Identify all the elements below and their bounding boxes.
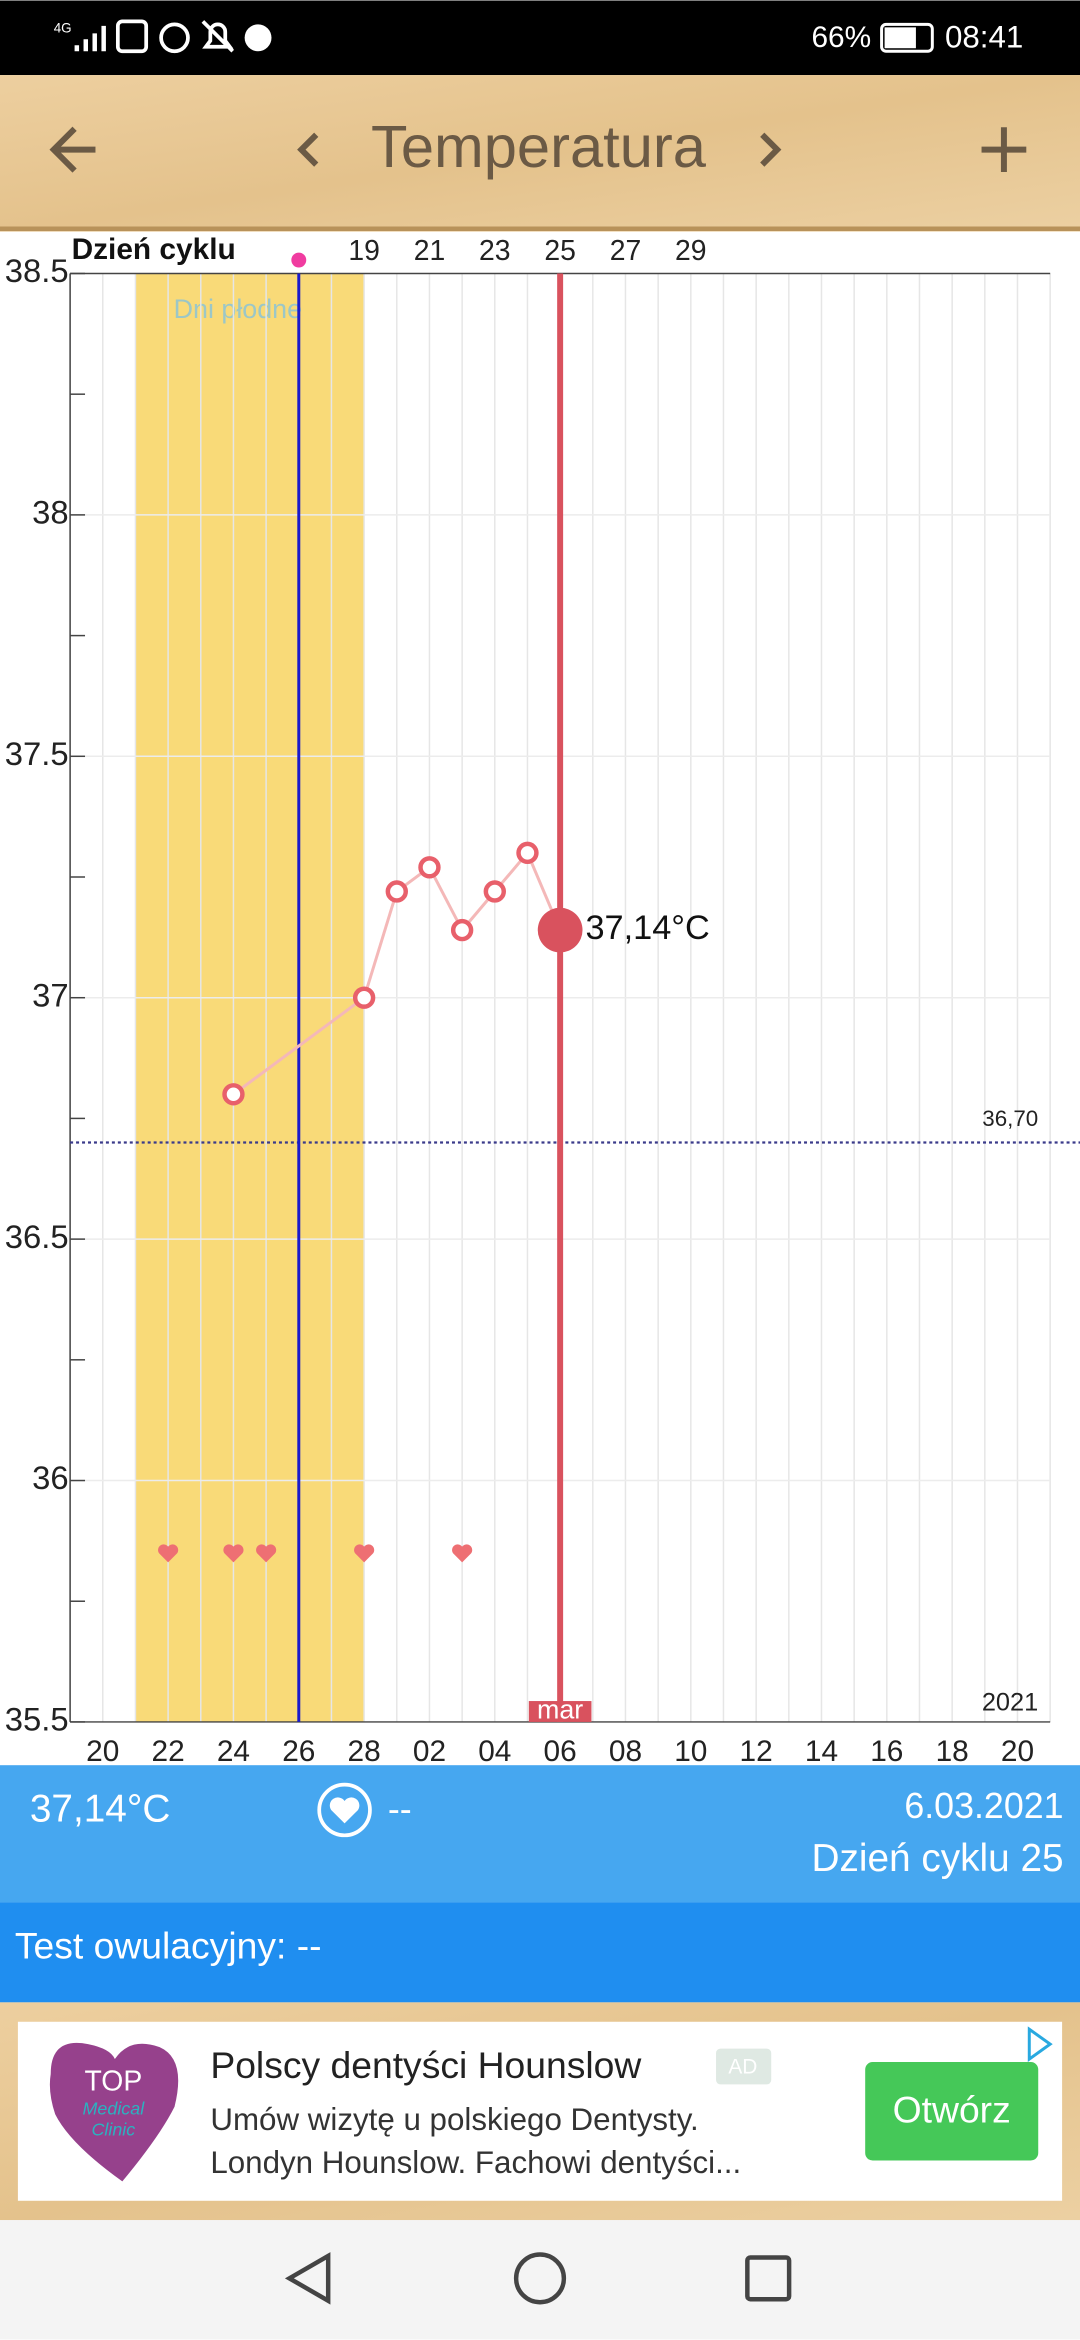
ad-logo-heart — [49, 2042, 179, 2182]
ad-button-label: Otwórz — [893, 2089, 1011, 2131]
messenger-icon — [244, 24, 272, 52]
nav-home[interactable] — [513, 2252, 567, 2305]
y-tick-label: 38.5 — [5, 252, 69, 289]
temperature-line — [232, 996, 366, 1096]
header — [0, 75, 1080, 232]
ad-badge-box — [716, 2048, 772, 2085]
temperature-line — [362, 891, 399, 999]
x-tick-label: 20 — [1001, 1735, 1034, 1768]
info-date: 6.03.2021 — [904, 1786, 1063, 1826]
intercourse-heart — [256, 1544, 277, 1563]
ad-button[interactable] — [865, 2062, 1039, 2161]
x-tick-label: 16 — [870, 1735, 903, 1768]
month-label-box — [528, 1701, 592, 1722]
reference-label: 36,70 — [982, 1106, 1038, 1131]
info-bar — [0, 1765, 1080, 1903]
nav-bar — [0, 2220, 1080, 2340]
value-label: 37,14°C — [585, 909, 709, 947]
x-tick-label: 10 — [674, 1735, 707, 1768]
add-button[interactable] — [981, 127, 1027, 173]
ad-choices-icon[interactable] — [1027, 2026, 1053, 2062]
intercourse-heart — [354, 1544, 375, 1563]
ovulation-test: Test owulacyjny: -- — [15, 1925, 322, 1967]
back-button[interactable] — [49, 126, 96, 173]
clock: 08:41 — [945, 20, 1023, 55]
x-tick-label: 08 — [609, 1735, 642, 1768]
cycle-day-label: 25 — [544, 235, 576, 267]
y-tick-label: 37 — [32, 976, 68, 1013]
info-intercourse: -- — [388, 1789, 412, 1829]
signal-icon — [74, 25, 106, 52]
ad-line-1: Umów wizytę u polskiego Dentysty. — [210, 2102, 698, 2137]
x-tick-label: 02 — [413, 1735, 446, 1768]
ad-logo-top: TOP — [85, 2065, 143, 2097]
prev-button[interactable] — [297, 132, 319, 167]
intercourse-heart — [158, 1544, 179, 1563]
month-label: mar — [537, 1695, 583, 1725]
x-tick-label: 04 — [478, 1735, 511, 1768]
network: 4G — [54, 20, 72, 35]
temperature-point — [222, 1083, 245, 1106]
temperature-line — [428, 866, 464, 931]
header-title: Temperatura — [371, 113, 707, 180]
x-tick-label: 14 — [805, 1735, 838, 1768]
ad-line-2: Londyn Hounslow. Fachowi dentyści... — [210, 2145, 741, 2180]
heart-circle-icon[interactable] — [317, 1782, 372, 1838]
cycle-day-label: 29 — [675, 235, 707, 267]
ad-logo-clinic: Clinic — [91, 2119, 135, 2139]
x-tick-label: 06 — [544, 1735, 577, 1768]
x-tick-label: 22 — [152, 1735, 185, 1768]
mute-icon — [201, 20, 235, 53]
ovulation-marker — [291, 252, 307, 268]
temperature-point — [385, 880, 408, 903]
next-button[interactable] — [760, 132, 782, 167]
cycle-day-label: 23 — [479, 235, 511, 267]
x-tick-label: 20 — [86, 1735, 119, 1768]
x-tick-label: 12 — [740, 1735, 773, 1768]
nfc-icon — [115, 19, 149, 54]
temperature-point — [450, 918, 474, 942]
intercourse-heart — [452, 1544, 473, 1563]
y-tick-label: 36.5 — [5, 1218, 69, 1255]
nav-recents[interactable] — [745, 2255, 792, 2302]
ad-badge: AD — [728, 2056, 757, 2079]
temperature-point — [516, 841, 539, 865]
y-tick-label: 35.5 — [5, 1701, 69, 1738]
intercourse-heart — [223, 1544, 244, 1563]
selected-point — [537, 907, 583, 953]
cycle-day-label: 27 — [610, 235, 642, 267]
x-tick-label: 26 — [282, 1735, 315, 1768]
temperature-point — [483, 880, 506, 903]
x-tick-label: 28 — [348, 1735, 381, 1768]
x-tick-label: 24 — [217, 1735, 250, 1768]
ad-logo-medical: Medical — [83, 2099, 146, 2119]
alarm-icon — [159, 22, 190, 54]
y-tick-label: 37.5 — [5, 735, 69, 772]
x-axis-title: Dzień cyklu — [72, 233, 236, 266]
battery-level — [884, 27, 916, 49]
ovulation-test-bar[interactable] — [0, 1902, 1080, 2003]
cycle-day-label: 21 — [414, 235, 446, 267]
info-cycle-day: Dzień cyklu 25 — [811, 1837, 1063, 1880]
x-tick-label: 18 — [936, 1735, 969, 1768]
nav-back[interactable] — [284, 2252, 331, 2305]
heart-icon — [329, 1797, 360, 1824]
ad-title: Polscy dentyści Hounslow — [210, 2044, 642, 2086]
y-tick-label: 38 — [32, 494, 68, 531]
fertile-window-label: Dni płodne — [174, 294, 302, 324]
temperature-point — [352, 986, 376, 1009]
cycle-day-label: 19 — [348, 235, 380, 267]
y-tick-label: 36 — [32, 1459, 68, 1496]
year-label: 2021 — [982, 1689, 1038, 1717]
info-temperature: 37,14°C — [30, 1788, 171, 1831]
battery-icon — [880, 22, 934, 53]
battery-percent: 66% — [811, 21, 871, 54]
temperature-point — [418, 856, 441, 879]
